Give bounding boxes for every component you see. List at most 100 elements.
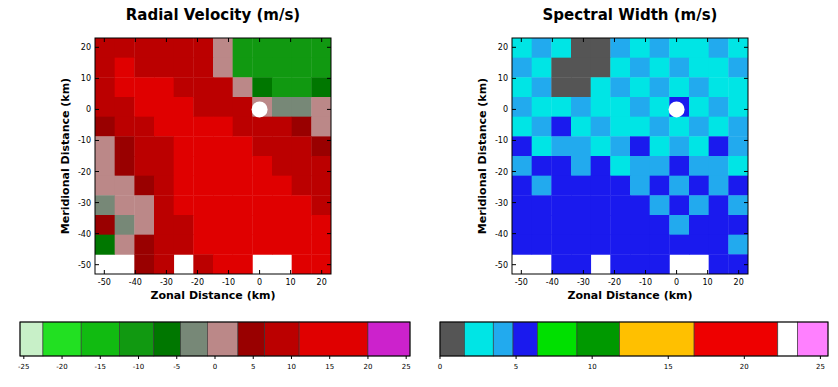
x-tick [321,270,322,274]
x-tick [583,38,584,42]
cell [532,235,552,255]
y-tick [327,233,331,234]
colorbar-tick [138,356,139,359]
cell [193,38,213,58]
cell [709,235,729,255]
plot-frame [95,38,331,274]
colorbar-segment [694,322,778,356]
cell [193,195,213,215]
colorbar-tick [329,356,330,359]
colorbar-segment [577,322,620,356]
cell [709,156,729,176]
x-tick-label: 0 [257,278,262,287]
colorbar-segment [513,322,537,356]
colorbar-segment [265,322,299,356]
cell [115,136,135,156]
panel: Radial Velocity (m/s)-50-40-30-20-100102… [18,6,411,371]
y-tick [327,47,331,48]
y-tick [95,264,99,265]
cell [591,77,611,97]
cell [134,156,154,176]
cell [292,195,312,215]
cell [532,136,552,156]
colorbar: 0510152025 [438,322,828,371]
y-tick [327,202,331,203]
cell [709,176,729,196]
cell [154,38,174,58]
cell [689,58,709,78]
cell [630,254,650,274]
colorbar-segment [798,322,828,356]
cell [311,254,331,274]
cell [532,38,552,58]
cell [630,156,650,176]
cell [650,215,670,235]
cell [174,117,194,137]
cells [95,38,331,274]
cell [193,136,213,156]
y-tick [95,171,99,172]
x-tick [135,270,136,274]
cell [311,97,331,117]
cell [115,235,135,255]
cell [193,58,213,78]
x-tick [645,38,646,42]
cell [272,195,292,215]
cell [233,117,253,137]
colorbar-tick [23,356,24,359]
cell [95,38,115,58]
cell [95,97,115,117]
cell [532,195,552,215]
cell [689,77,709,97]
y-tick-label: -30 [78,199,91,208]
colorbar-tick [592,356,593,359]
cell [252,97,272,117]
cell [252,58,272,78]
colorbar-frame [440,322,828,356]
colorbar-tick [440,356,441,359]
y-tick-label: 10 [498,74,508,83]
cell [669,77,689,97]
cell [154,254,174,274]
cell [134,136,154,156]
colorbar-tick-label: 15 [664,363,673,371]
cell [233,136,253,156]
y-tick [744,171,748,172]
cell [709,38,729,58]
y-tick-label: 10 [81,74,91,83]
colorbar-segment [207,322,238,356]
cell [95,235,115,255]
cell [193,156,213,176]
cell [213,117,233,137]
cell [252,77,272,97]
cell [213,176,233,196]
x-tick-label: -50 [515,278,528,287]
colorbar-tick-label: -10 [133,363,144,371]
cell [213,77,233,97]
cell [669,195,689,215]
cell [669,97,689,117]
cell [650,176,670,196]
cell [272,176,292,196]
cell [115,58,135,78]
x-tick-label: -40 [129,278,142,287]
cell [311,195,331,215]
cell [551,38,571,58]
panel-title: Radial Velocity (m/s) [126,6,300,24]
figure: Radial Velocity (m/s)-50-40-30-20-100102… [0,0,838,387]
y-tick [327,140,331,141]
colorbar-tick-label: 10 [287,363,296,371]
colorbar-tick-label: 25 [402,363,411,371]
cell [532,97,552,117]
x-tick [166,38,167,42]
cell [689,136,709,156]
y-tick [744,233,748,234]
cell [174,195,194,215]
cell [174,38,194,58]
cell [669,156,689,176]
cell [95,215,115,235]
y-tick [744,140,748,141]
cell [115,38,135,58]
y-tick-label: -40 [495,230,508,239]
cell [591,38,611,58]
